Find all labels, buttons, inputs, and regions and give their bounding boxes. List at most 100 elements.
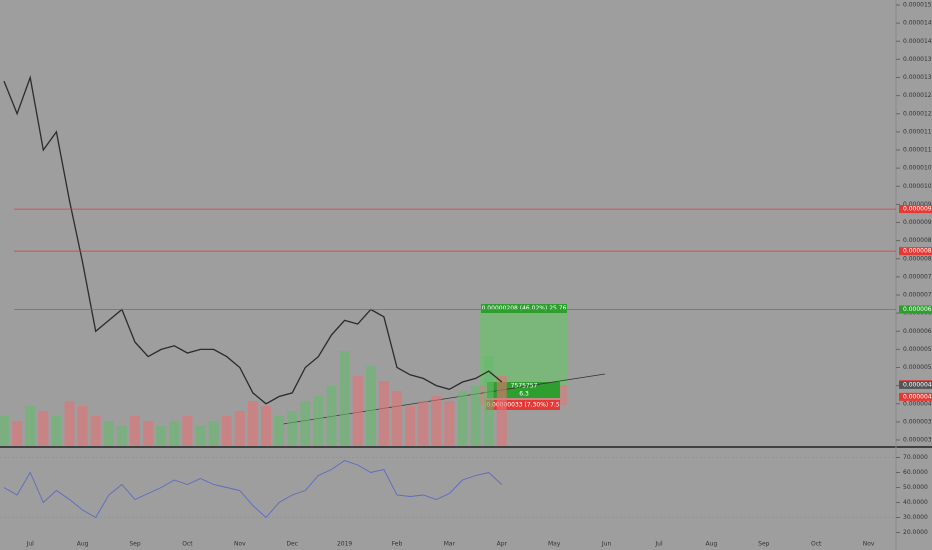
volume-bar [352,376,363,446]
volume-bar [247,401,258,446]
x-tick-label: Jun [601,541,612,548]
volume-bar [90,416,101,446]
y-tick-label: 0.00001450 [903,20,932,27]
center-label: 7575757 [511,383,538,390]
rsi-tick-label: 40.0000 [903,499,928,506]
volume-bar [274,416,285,446]
volume-bar [444,401,455,446]
volume-bar [300,401,311,446]
stop-label: 0.00000033 (7.30%) 7.5 [486,402,560,409]
y-tick-label: 0.00001250 [903,92,932,99]
stop-badge [486,400,560,410]
volume-bar [25,406,36,446]
level-label: 0.00000821 [903,248,932,255]
volume-bar [77,406,88,446]
level-badge [899,392,932,401]
level-label: 0.00000937 [903,206,932,213]
rsi-tick-label: 20.0000 [903,529,928,536]
x-tick-label: Mar [444,541,456,548]
volume-bar [378,381,389,446]
volume-bar [51,416,62,446]
y-tick-label: 0.00000850 [903,237,932,244]
x-tick-label: Sep [129,541,141,548]
volume-bar [313,396,324,446]
x-tick-label: Aug [706,541,718,548]
rsi-tick-label: 60.0000 [903,469,928,476]
x-tick-label: 2019 [337,541,352,548]
volume-bar [156,426,167,446]
price-line [3,75,503,405]
y-tick-label: 0.00000750 [903,273,932,280]
y-tick-label: 0.00000700 [903,292,932,299]
volume-bar [418,401,429,446]
volume-bar [287,411,298,446]
volume-bar [261,406,271,446]
level-label: 0.00000660 [903,306,932,313]
level-badge [899,205,932,214]
x-tick-label: Feb [392,541,403,548]
volume-bar [0,416,9,446]
x-tick-label: Nov [234,541,246,548]
x-tick-label: Apr [497,541,508,548]
y-tick-label: 0.00000300 [903,437,932,444]
y-tick-label: 0.00000550 [903,346,932,353]
volume-bar [12,421,23,446]
volume-bar [405,406,416,446]
volume-bar [208,421,219,446]
target-label: 0.00000208 (46.02%) 25.76 [482,305,567,312]
level-badge [899,380,932,389]
y-tick-label: 0.00001100 [903,147,932,154]
x-tick-label: Jul [654,541,663,548]
y-tick-label: 0.00001000 [903,183,932,190]
volume-bar [470,386,481,446]
target-badge [481,304,567,313]
volume-bar [339,351,350,446]
y-tick-label: 0.00001500 [903,2,932,9]
volume-bar [392,391,402,446]
y-tick-label: 0.00000350 [903,418,932,425]
volume-bar [221,416,232,446]
volume-bar [38,411,49,446]
y-tick-label: 0.00001400 [903,38,932,45]
target-zone [480,309,567,385]
level-label: 0.00000452 [903,381,932,388]
volume-bar [64,401,75,446]
y-tick-label: 0.00000600 [903,328,932,335]
y-tick-label: 0.00000800 [903,255,932,262]
x-tick-label: Oct [182,541,193,548]
y-tick-label: 0.00001150 [903,128,932,135]
y-tick-label: 0.00000500 [903,364,932,371]
y-tick-label: 0.00001200 [903,110,932,117]
volume-bar [195,426,206,446]
y-tick-label: 0.00001300 [903,74,932,81]
volume-bar [234,411,245,446]
y-tick-label: 0.00000900 [903,219,932,226]
level-badge [899,247,932,256]
volume-bar [130,416,140,446]
volume-bar [483,356,494,446]
x-tick-label: Jul [26,541,35,548]
y-tick-label: 0.00001350 [903,56,932,63]
volume-bar [496,376,507,446]
volume-bar [143,421,154,446]
volume-bar [169,421,180,446]
volume-bar [431,396,442,446]
x-tick-label: May [548,541,561,548]
x-tick-label: Dec [286,541,298,548]
volume-bar [457,391,468,446]
x-tick-label: Aug [77,541,89,548]
y-tick-label: 0.00000400 [903,400,932,407]
y-tick-label: 0.00000950 [903,201,932,208]
volume-bar [182,416,193,446]
volume-bar [326,386,337,446]
rsi-line [3,460,503,519]
x-tick-label: Sep [758,541,770,548]
trend-line [282,373,606,425]
rsi-tick-label: 30.0000 [903,514,928,521]
volume-bar [116,426,127,446]
y-tick-label: 0.00001050 [903,165,932,172]
level-badge [899,305,932,314]
level-label: 0.00000419 [903,393,932,400]
